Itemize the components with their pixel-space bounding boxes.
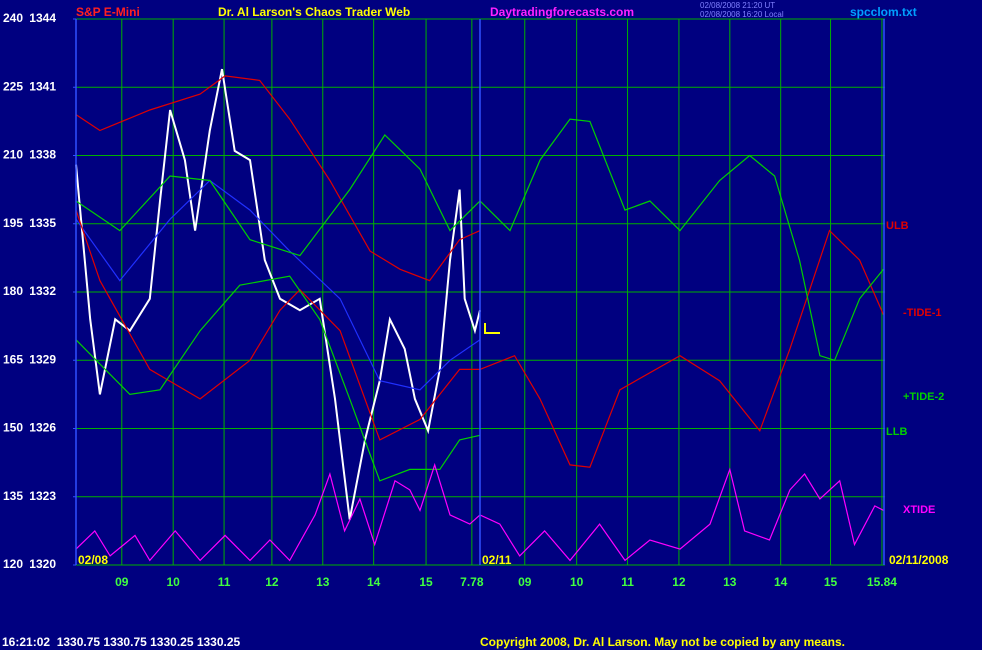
y2-tick-label: 225 [3, 79, 23, 93]
x-tick-label: 09 [115, 575, 129, 589]
series-line [75, 68, 481, 520]
y2-tick-label: 120 [3, 557, 23, 571]
series-line [75, 75, 481, 282]
x-tick-label: 09 [518, 575, 532, 589]
y-tick-label: 1326 [29, 421, 56, 435]
x-tick-label: 7.78 [460, 575, 484, 589]
date-label: 02/11 [482, 553, 512, 567]
chart-title: Dr. Al Larson's Chaos Trader Web [218, 5, 410, 19]
date-label: 02/08 [78, 553, 108, 567]
y-tick-label: 1332 [29, 284, 56, 298]
x-tick-label: 15 [419, 575, 433, 589]
grid [76, 18, 885, 566]
y-tick-label: 1338 [29, 148, 56, 162]
x-tick-label: 14 [774, 575, 788, 589]
site: Daytradingforecasts.com [490, 5, 634, 19]
y2-tick-label: 180 [3, 284, 23, 298]
y2-tick-label: 210 [3, 148, 23, 162]
x-tick-label: 12 [265, 575, 279, 589]
series-lines [75, 68, 885, 562]
series-line [75, 118, 884, 362]
series-line [75, 209, 885, 468]
x-tick-label: 10 [167, 575, 181, 589]
x-tick-label: 15 [824, 575, 838, 589]
y2-tick-label: 135 [3, 489, 23, 503]
timestamp: 02/08/2008 16:20 Local [700, 10, 784, 19]
symbol: S&P E-Mini [76, 5, 140, 19]
last-marker [484, 323, 500, 334]
x-tick-label: 12 [672, 575, 686, 589]
legend-label: +TIDE-2 [903, 391, 944, 403]
y2-tick-label: 150 [3, 421, 23, 435]
x-tick-label: 14 [367, 575, 381, 589]
y2-tick-label: 195 [3, 216, 23, 230]
series-line [75, 179, 481, 391]
x-tick-label: 11 [621, 575, 634, 589]
y-tick-label: 1320 [29, 557, 56, 571]
quote: 16:21:02 1330.75 1330.75 1330.25 1330.25 [2, 635, 241, 649]
y-tick-label: 1341 [29, 79, 56, 93]
legend-label: ULB [886, 220, 909, 232]
file-name: spcclom.txt [850, 5, 917, 19]
series-line [75, 275, 481, 482]
y-tick-label: 1344 [29, 11, 56, 25]
series-line [75, 462, 884, 562]
date-label: 02/11/2008 [889, 553, 949, 567]
legend-label: -TIDE-1 [903, 307, 942, 319]
copyright: Copyright 2008, Dr. Al Larson. May not b… [480, 635, 845, 649]
y-tick-label: 1323 [29, 489, 56, 503]
y-tick-label: 1329 [29, 352, 56, 366]
y-tick-label: 1335 [29, 216, 56, 230]
timestamp: 02/08/2008 21:20 UT [700, 1, 775, 10]
y2-tick-label: 240 [3, 11, 23, 25]
x-tick-label: 15.84 [867, 575, 897, 589]
x-tick-label: 13 [316, 575, 330, 589]
legend-label: XTIDE [903, 504, 935, 516]
x-tick-label: 11 [218, 575, 231, 589]
x-tick-label: 10 [570, 575, 584, 589]
legend-label: LLB [886, 426, 907, 438]
y2-tick-label: 165 [3, 352, 23, 366]
x-tick-label: 13 [723, 575, 737, 589]
